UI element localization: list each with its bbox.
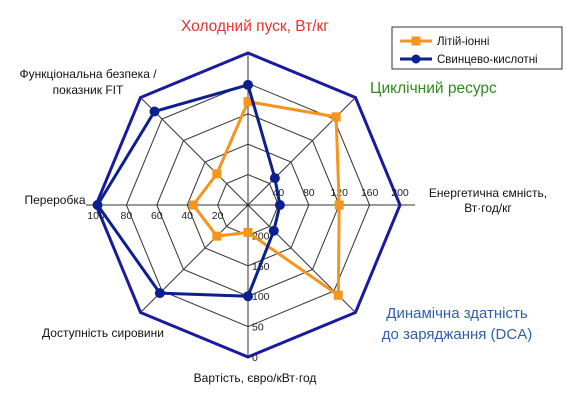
- series-marker-square: [243, 227, 253, 237]
- axis-label: до заряджання (DCA): [382, 326, 532, 343]
- series-marker-circle: [149, 106, 160, 117]
- axis-label: Енергетична ємність,: [429, 186, 547, 200]
- tick-label: 20: [212, 210, 224, 222]
- series-marker-square: [243, 97, 253, 107]
- tick-label: 40: [181, 210, 193, 222]
- tick-label: 80: [121, 210, 133, 222]
- series-marker-circle: [274, 200, 285, 210]
- tick-label: 50: [252, 322, 264, 334]
- axis-label: Циклічний ресурс: [370, 80, 497, 97]
- axis-label: Вартість, євро/кВт·год: [194, 371, 317, 385]
- series-marker-square: [334, 200, 344, 210]
- series-marker-square: [333, 290, 343, 300]
- series-marker-circle: [92, 200, 103, 210]
- tick-label: 100: [87, 210, 105, 222]
- axis-label: Динамічна здатність: [386, 305, 528, 322]
- axis-label: Переробка: [24, 193, 85, 207]
- tick-label: 160: [361, 187, 379, 199]
- series-marker-square: [212, 169, 222, 179]
- series-marker-circle: [243, 79, 253, 90]
- series-marker-square: [212, 231, 222, 241]
- axis-label: Доступність сировини: [42, 326, 164, 340]
- tick-label: 0: [252, 352, 258, 364]
- series-marker-square: [188, 200, 198, 210]
- series-marker-circle: [268, 225, 279, 236]
- legend-label: Літій-іонні: [437, 36, 489, 48]
- series-marker-square: [331, 112, 341, 122]
- axis-spoke: [140, 97, 249, 206]
- legend-marker-circle: [411, 54, 421, 64]
- tick-label: 100: [252, 291, 270, 303]
- legend-label: Свинцево-кислотні: [437, 54, 538, 66]
- legend-marker-square: [411, 36, 421, 46]
- series-marker-circle: [243, 291, 253, 302]
- axis-label: Холодний пуск, Вт/кг: [181, 18, 329, 35]
- tick-label: 60: [151, 210, 163, 222]
- tick-label: 200: [391, 187, 409, 199]
- axis-label: показник FIT: [53, 83, 124, 97]
- series-marker-circle: [154, 288, 165, 299]
- tick-label: 80: [303, 187, 315, 199]
- series-marker-circle: [269, 173, 280, 184]
- legend-box: [391, 26, 563, 70]
- axis-label: Функціональна безпека /: [19, 67, 157, 81]
- axis-label: Вт·год/кг: [464, 201, 512, 215]
